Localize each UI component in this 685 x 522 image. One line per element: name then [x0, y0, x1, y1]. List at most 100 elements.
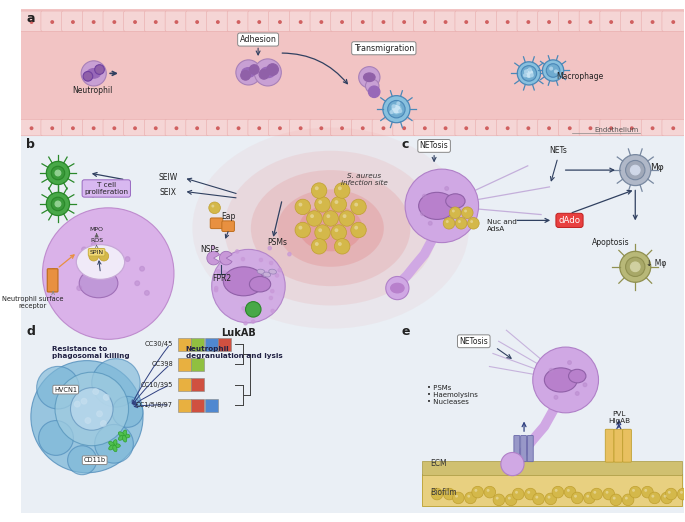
Circle shape — [423, 20, 427, 24]
Circle shape — [571, 492, 583, 504]
Circle shape — [359, 67, 380, 88]
Circle shape — [464, 209, 467, 212]
FancyBboxPatch shape — [558, 120, 581, 136]
Circle shape — [101, 254, 103, 256]
Circle shape — [496, 496, 499, 500]
Circle shape — [299, 126, 303, 130]
Circle shape — [97, 411, 103, 417]
Circle shape — [432, 488, 443, 500]
Ellipse shape — [113, 440, 117, 446]
Circle shape — [75, 401, 80, 407]
FancyBboxPatch shape — [145, 120, 167, 136]
FancyBboxPatch shape — [455, 120, 477, 136]
Circle shape — [37, 366, 79, 409]
Circle shape — [405, 169, 479, 243]
Circle shape — [620, 155, 651, 185]
Circle shape — [625, 496, 628, 500]
Text: • PSMs
• Haemolysins
• Nucleases: • PSMs • Haemolysins • Nucleases — [427, 385, 478, 406]
Circle shape — [241, 257, 245, 261]
Circle shape — [295, 199, 310, 215]
FancyBboxPatch shape — [351, 120, 374, 136]
Circle shape — [506, 126, 510, 130]
Circle shape — [361, 20, 364, 24]
Circle shape — [338, 186, 342, 190]
Text: T cell
proliferation: T cell proliferation — [84, 182, 128, 195]
Text: e: e — [401, 325, 410, 338]
Circle shape — [212, 250, 285, 323]
Circle shape — [29, 20, 34, 24]
Circle shape — [555, 70, 558, 73]
Text: Neutrophil: Neutrophil — [73, 86, 113, 96]
Circle shape — [512, 488, 524, 500]
Circle shape — [543, 60, 564, 81]
Text: b: b — [26, 138, 35, 151]
FancyBboxPatch shape — [600, 11, 623, 31]
Circle shape — [223, 270, 227, 274]
Circle shape — [175, 126, 178, 130]
FancyBboxPatch shape — [41, 120, 64, 136]
Circle shape — [312, 183, 327, 198]
Text: Resistance to
phagosomal killing: Resistance to phagosomal killing — [52, 346, 129, 359]
FancyBboxPatch shape — [517, 11, 540, 31]
Circle shape — [645, 489, 647, 492]
Circle shape — [133, 126, 137, 130]
Circle shape — [214, 289, 218, 292]
Circle shape — [470, 220, 473, 223]
Circle shape — [331, 197, 347, 212]
Circle shape — [326, 214, 330, 218]
Circle shape — [351, 222, 366, 238]
FancyBboxPatch shape — [210, 218, 223, 229]
Text: Adhesion: Adhesion — [240, 35, 277, 44]
Ellipse shape — [109, 442, 114, 446]
Circle shape — [523, 74, 527, 77]
Circle shape — [89, 251, 99, 261]
Circle shape — [452, 209, 455, 212]
Ellipse shape — [390, 283, 404, 293]
Circle shape — [95, 424, 134, 463]
FancyBboxPatch shape — [527, 435, 533, 461]
FancyBboxPatch shape — [497, 120, 519, 136]
FancyBboxPatch shape — [248, 11, 271, 31]
Circle shape — [472, 487, 484, 498]
FancyBboxPatch shape — [205, 338, 218, 351]
Circle shape — [47, 192, 70, 216]
Circle shape — [31, 361, 143, 473]
Circle shape — [630, 262, 640, 271]
FancyBboxPatch shape — [191, 358, 204, 371]
Circle shape — [50, 126, 54, 130]
Circle shape — [366, 79, 379, 93]
Circle shape — [42, 208, 174, 339]
Circle shape — [38, 421, 73, 455]
Circle shape — [609, 126, 613, 130]
Circle shape — [254, 59, 282, 86]
Ellipse shape — [87, 68, 101, 78]
FancyBboxPatch shape — [600, 120, 623, 136]
Circle shape — [665, 488, 677, 500]
Circle shape — [392, 105, 395, 108]
FancyBboxPatch shape — [422, 461, 682, 475]
Ellipse shape — [223, 267, 264, 296]
Text: c: c — [401, 138, 409, 151]
Circle shape — [145, 291, 149, 295]
Circle shape — [382, 126, 386, 130]
FancyBboxPatch shape — [422, 474, 682, 506]
Ellipse shape — [79, 269, 118, 298]
Ellipse shape — [260, 67, 275, 78]
FancyBboxPatch shape — [186, 120, 208, 136]
Text: Eap: Eap — [221, 212, 236, 221]
Circle shape — [195, 126, 199, 130]
Circle shape — [545, 493, 556, 505]
Wedge shape — [219, 251, 232, 265]
Ellipse shape — [113, 445, 117, 452]
Circle shape — [154, 20, 158, 24]
FancyBboxPatch shape — [393, 11, 416, 31]
Circle shape — [484, 487, 496, 498]
FancyBboxPatch shape — [177, 378, 190, 392]
FancyBboxPatch shape — [206, 11, 229, 31]
Circle shape — [315, 225, 330, 240]
Circle shape — [71, 126, 75, 130]
Circle shape — [354, 203, 358, 207]
FancyBboxPatch shape — [662, 120, 684, 136]
Circle shape — [547, 64, 560, 77]
Circle shape — [632, 489, 635, 492]
